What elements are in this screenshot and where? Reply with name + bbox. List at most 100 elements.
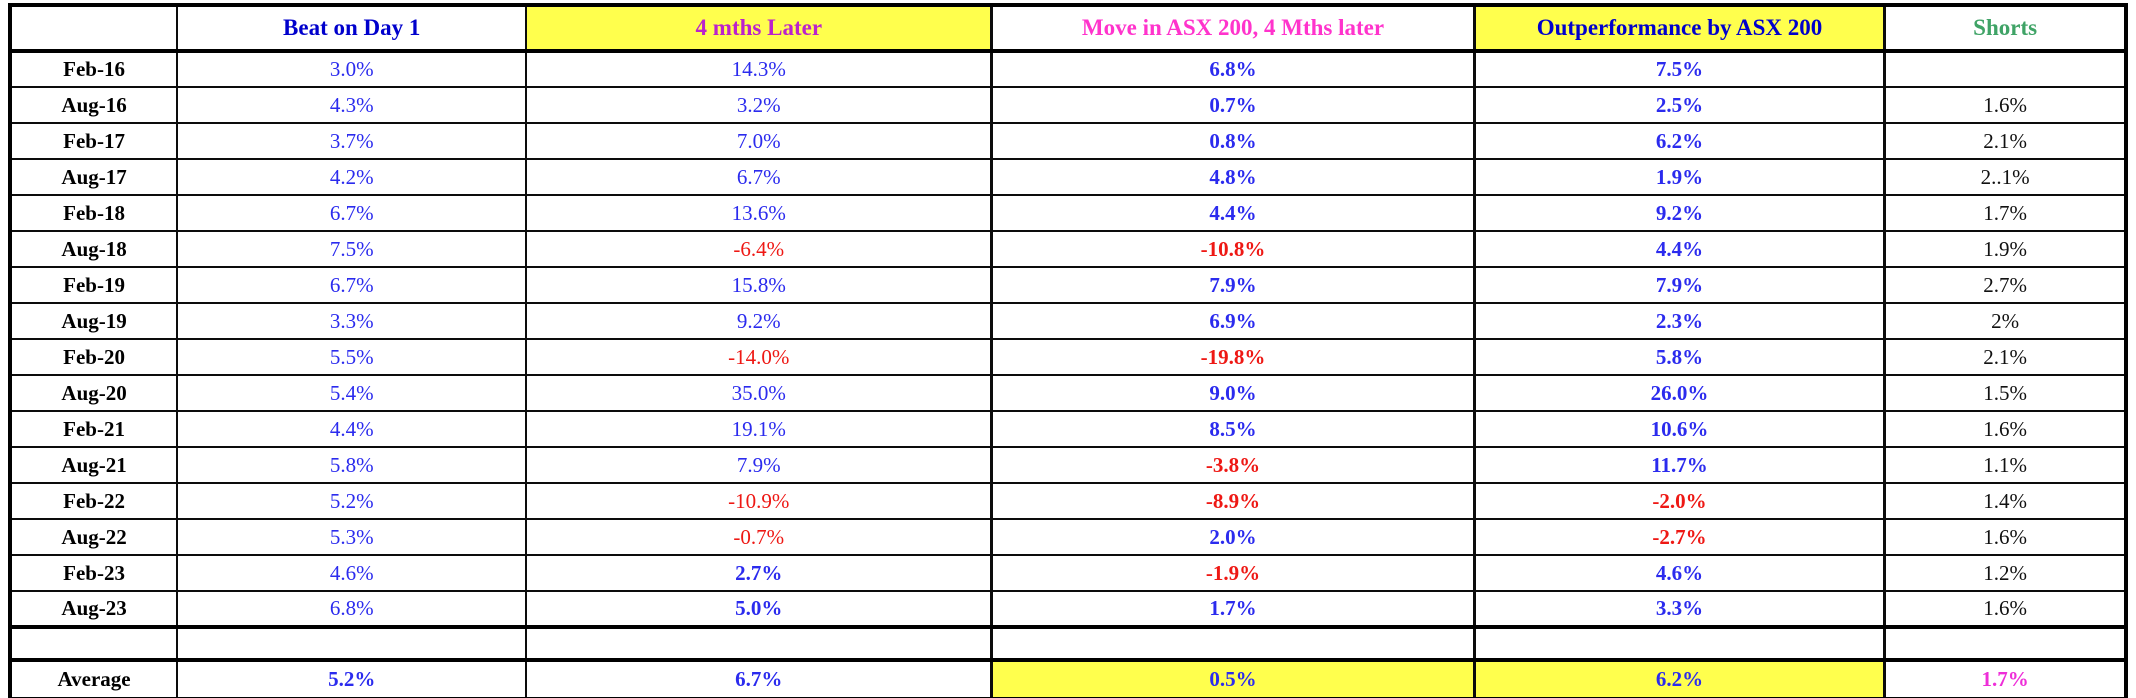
row-label: Feb-22 <box>8 482 179 520</box>
row-label: Aug-22 <box>8 518 179 556</box>
table-cell: 9.2% <box>1472 194 1886 232</box>
table-row: Aug-23 6.8% 5.0% 1.7% 3.3% 1.6% <box>8 590 2128 628</box>
table-row: Feb-20 5.5% -14.0% -19.8% 5.8% 2.1% <box>8 338 2128 376</box>
column-header-outperformance-by-asx-200: Outperformance by ASX 200 <box>1472 4 1886 53</box>
table-cell: 6.7% <box>525 659 993 698</box>
table-cell: 4.2% <box>176 158 528 196</box>
row-label: Feb-20 <box>8 338 179 376</box>
table-cell: 1.7% <box>990 590 1476 628</box>
table-cell: 3.3% <box>176 302 528 340</box>
table-cell: 6.8% <box>176 590 528 628</box>
table-cell: 2.1% <box>1883 122 2128 160</box>
table-cell: -10.8% <box>990 230 1476 268</box>
table-row: Aug-19 3.3% 9.2% 6.9% 2.3% 2% <box>8 302 2128 340</box>
table-cell: 6.8% <box>990 50 1476 88</box>
table-cell: 10.6% <box>1472 410 1886 448</box>
table-row: Feb-17 3.7% 7.0% 0.8% 6.2% 2.1% <box>8 122 2128 160</box>
table-cell: 4.6% <box>1472 554 1886 592</box>
table-cell: 1.6% <box>1883 410 2128 448</box>
row-label: Aug-23 <box>8 590 179 628</box>
table-cell: 7.9% <box>990 266 1476 304</box>
row-label: Feb-19 <box>8 266 179 304</box>
table-cell: 3.2% <box>525 86 993 124</box>
row-label: Feb-17 <box>8 122 179 160</box>
row-label: Feb-23 <box>8 554 179 592</box>
table-row: Feb-22 5.2% -10.9% -8.9% -2.0% 1.4% <box>8 482 2128 520</box>
table-cell: 11.7% <box>1472 446 1886 484</box>
row-label: Aug-17 <box>8 158 179 196</box>
table-cell: 5.0% <box>525 590 993 628</box>
table-row: Feb-16 3.0% 14.3% 6.8% 7.5% <box>8 50 2128 88</box>
table-cell: 8.5% <box>990 410 1476 448</box>
table-cell: 5.2% <box>176 659 528 698</box>
table-cell <box>1883 50 2128 88</box>
table-cell: 0.7% <box>990 86 1476 124</box>
table-cell: 5.8% <box>176 446 528 484</box>
table-cell: -14.0% <box>525 338 993 376</box>
table-cell: 2.7% <box>1883 266 2128 304</box>
table-cell: 1.9% <box>1472 158 1886 196</box>
row-label: Feb-21 <box>8 410 179 448</box>
table-cell <box>525 625 993 662</box>
table-cell: 4.4% <box>1472 230 1886 268</box>
table-cell: 1.5% <box>1883 374 2128 412</box>
table-cell: 4.4% <box>990 194 1476 232</box>
table-cell: 7.9% <box>1472 266 1886 304</box>
table-cell: 2..1% <box>1883 158 2128 196</box>
header-row: Beat on Day 1 4 mths Later Move in ASX 2… <box>8 4 2128 53</box>
table-cell: 2.1% <box>1883 338 2128 376</box>
table-cell: 4.3% <box>176 86 528 124</box>
table-row: Aug-17 4.2% 6.7% 4.8% 1.9% 2..1% <box>8 158 2128 196</box>
table-cell <box>176 625 528 662</box>
table-cell: 2.5% <box>1472 86 1886 124</box>
table-cell: -10.9% <box>525 482 993 520</box>
table-cell: -0.7% <box>525 518 993 556</box>
table-cell: -3.8% <box>990 446 1476 484</box>
table-cell: -8.9% <box>990 482 1476 520</box>
table-row: Aug-18 7.5% -6.4% -10.8% 4.4% 1.9% <box>8 230 2128 268</box>
table-cell: 7.5% <box>176 230 528 268</box>
table-cell: 19.1% <box>525 410 993 448</box>
table-cell <box>1472 625 1886 662</box>
table-cell: 7.9% <box>525 446 993 484</box>
table-row: Feb-18 6.7% 13.6% 4.4% 9.2% 1.7% <box>8 194 2128 232</box>
table-cell: 4.4% <box>176 410 528 448</box>
table-cell: 2% <box>1883 302 2128 340</box>
table-cell: 6.2% <box>1472 659 1886 698</box>
table-row: Aug-22 5.3% -0.7% 2.0% -2.7% 1.6% <box>8 518 2128 556</box>
row-label: Aug-21 <box>8 446 179 484</box>
table-cell: 9.2% <box>525 302 993 340</box>
column-header-move-in-asx-200: Move in ASX 200, 4 Mths later <box>990 4 1476 53</box>
table-cell: 7.5% <box>1472 50 1886 88</box>
spacer-row <box>8 625 2128 662</box>
row-label: Feb-18 <box>8 194 179 232</box>
table-row: Aug-21 5.8% 7.9% -3.8% 11.7% 1.1% <box>8 446 2128 484</box>
row-label: Feb-16 <box>8 50 179 88</box>
column-header-4-mths-later: 4 mths Later <box>525 4 993 53</box>
table-cell: 15.8% <box>525 266 993 304</box>
table-cell: 6.7% <box>525 158 993 196</box>
table-cell: 1.9% <box>1883 230 2128 268</box>
table-cell: 1.6% <box>1883 86 2128 124</box>
table-cell <box>990 625 1476 662</box>
table-cell: 1.7% <box>1883 659 2128 698</box>
table-cell: 1.1% <box>1883 446 2128 484</box>
table-cell: 1.6% <box>1883 518 2128 556</box>
row-label: Aug-20 <box>8 374 179 412</box>
table-cell: 5.2% <box>176 482 528 520</box>
table-row: Feb-21 4.4% 19.1% 8.5% 10.6% 1.6% <box>8 410 2128 448</box>
table-cell: 1.2% <box>1883 554 2128 592</box>
table-cell: -6.4% <box>525 230 993 268</box>
table-cell: 2.7% <box>525 554 993 592</box>
table-cell: 2.0% <box>990 518 1476 556</box>
table-cell: -2.7% <box>1472 518 1886 556</box>
table-cell: 6.7% <box>176 194 528 232</box>
table-cell: 7.0% <box>525 122 993 160</box>
table-cell: 1.4% <box>1883 482 2128 520</box>
table-cell: 2.3% <box>1472 302 1886 340</box>
table-cell: 5.5% <box>176 338 528 376</box>
table-cell: -19.8% <box>990 338 1476 376</box>
average-row-label: Average <box>8 659 179 698</box>
table-cell: 4.8% <box>990 158 1476 196</box>
table-header: Beat on Day 1 4 mths Later Move in ASX 2… <box>8 4 2128 53</box>
